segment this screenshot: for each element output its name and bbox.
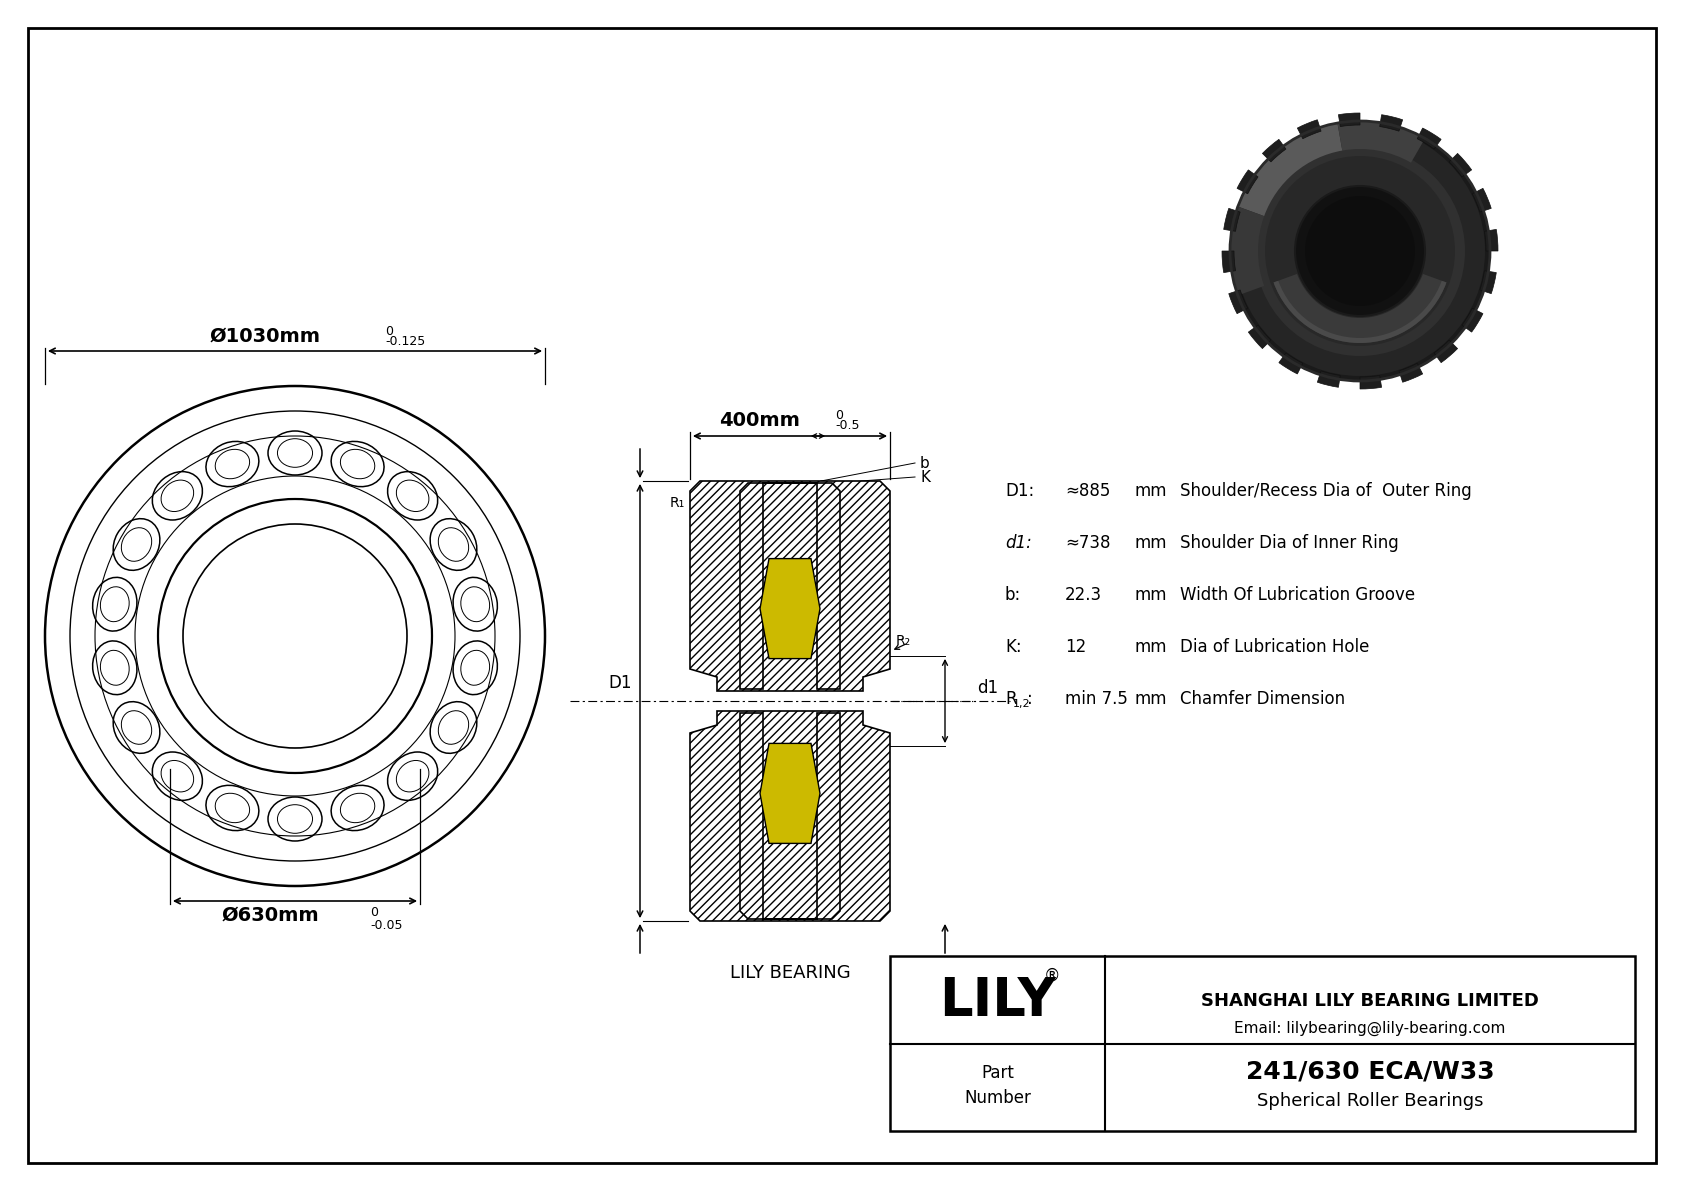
- Circle shape: [1265, 156, 1455, 347]
- Text: K:: K:: [1005, 638, 1022, 656]
- Text: 0: 0: [386, 325, 392, 338]
- Text: mm: mm: [1135, 638, 1167, 656]
- Text: mm: mm: [1135, 482, 1167, 500]
- Bar: [891, 956, 1635, 1131]
- Text: :: :: [1027, 690, 1032, 707]
- Wedge shape: [1418, 129, 1442, 149]
- Circle shape: [1234, 126, 1485, 376]
- Wedge shape: [1238, 170, 1258, 194]
- Circle shape: [1295, 186, 1425, 316]
- Polygon shape: [690, 711, 891, 921]
- Text: Ø630mm: Ø630mm: [221, 906, 318, 925]
- Text: Spherical Roller Bearings: Spherical Roller Bearings: [1256, 1092, 1484, 1110]
- Text: Shoulder/Recess Dia of  Outer Ring: Shoulder/Recess Dia of Outer Ring: [1180, 482, 1472, 500]
- Wedge shape: [1462, 308, 1484, 332]
- Wedge shape: [1263, 139, 1287, 162]
- Wedge shape: [1480, 270, 1497, 294]
- Text: R: R: [1005, 690, 1017, 707]
- Text: 12: 12: [1064, 638, 1086, 656]
- Text: D1: D1: [608, 674, 632, 692]
- Text: Chamfer Dimension: Chamfer Dimension: [1180, 690, 1346, 707]
- Text: Shoulder Dia of Inner Ring: Shoulder Dia of Inner Ring: [1180, 534, 1399, 551]
- Wedge shape: [1450, 154, 1472, 177]
- Text: ≈885: ≈885: [1064, 482, 1110, 500]
- Text: D1:: D1:: [1005, 482, 1034, 500]
- Text: min 7.5: min 7.5: [1064, 690, 1128, 707]
- Text: LILY: LILY: [940, 975, 1056, 1028]
- Wedge shape: [1485, 230, 1499, 251]
- Wedge shape: [1435, 341, 1458, 362]
- Wedge shape: [1317, 370, 1340, 387]
- Polygon shape: [739, 484, 840, 690]
- Wedge shape: [1361, 375, 1381, 389]
- Circle shape: [1255, 146, 1465, 356]
- Wedge shape: [1472, 188, 1492, 212]
- Text: ®: ®: [1044, 967, 1061, 985]
- Wedge shape: [1273, 281, 1447, 343]
- Wedge shape: [1248, 325, 1271, 349]
- Polygon shape: [690, 481, 891, 691]
- Text: K: K: [919, 469, 930, 485]
- Text: b: b: [919, 455, 930, 470]
- Text: mm: mm: [1135, 690, 1167, 707]
- Wedge shape: [1223, 251, 1236, 273]
- Text: 1,2: 1,2: [1014, 699, 1031, 709]
- Circle shape: [1229, 121, 1490, 381]
- Text: 22.3: 22.3: [1064, 586, 1101, 604]
- Wedge shape: [1229, 206, 1265, 295]
- Polygon shape: [759, 743, 820, 843]
- Wedge shape: [1224, 208, 1239, 231]
- Text: 241/630 ECA/W33: 241/630 ECA/W33: [1246, 1060, 1494, 1084]
- Text: 0: 0: [370, 906, 377, 919]
- Wedge shape: [1238, 123, 1342, 216]
- Wedge shape: [1379, 114, 1403, 131]
- Text: R₁: R₁: [670, 495, 685, 510]
- Wedge shape: [1337, 121, 1425, 163]
- Text: Width Of Lubrication Groove: Width Of Lubrication Groove: [1180, 586, 1415, 604]
- Wedge shape: [1339, 113, 1361, 126]
- Text: -0.125: -0.125: [386, 335, 426, 348]
- Polygon shape: [739, 713, 840, 919]
- Text: LILY BEARING: LILY BEARING: [729, 964, 850, 983]
- Polygon shape: [759, 559, 820, 659]
- Text: mm: mm: [1135, 534, 1167, 551]
- Text: 400mm: 400mm: [719, 411, 800, 430]
- Text: Ø1030mm: Ø1030mm: [209, 328, 320, 347]
- Text: Email: lilybearing@lily-bearing.com: Email: lilybearing@lily-bearing.com: [1234, 1021, 1505, 1036]
- Wedge shape: [1399, 363, 1423, 382]
- Text: -0.05: -0.05: [370, 919, 402, 933]
- Wedge shape: [1297, 120, 1320, 138]
- Wedge shape: [1278, 353, 1303, 374]
- Text: SHANGHAI LILY BEARING LIMITED: SHANGHAI LILY BEARING LIMITED: [1201, 992, 1539, 1010]
- Text: Dia of Lubrication Hole: Dia of Lubrication Hole: [1180, 638, 1369, 656]
- Text: Part
Number: Part Number: [963, 1064, 1031, 1106]
- Text: -0.5: -0.5: [835, 419, 859, 432]
- Circle shape: [1305, 197, 1415, 306]
- Text: R₂: R₂: [896, 634, 911, 648]
- Wedge shape: [1229, 289, 1248, 313]
- Text: 0: 0: [835, 409, 844, 422]
- Text: mm: mm: [1135, 586, 1167, 604]
- Text: d1:: d1:: [1005, 534, 1032, 551]
- Text: b:: b:: [1005, 586, 1021, 604]
- Text: d1: d1: [977, 679, 999, 697]
- Text: ≈738: ≈738: [1064, 534, 1110, 551]
- Wedge shape: [1273, 274, 1447, 343]
